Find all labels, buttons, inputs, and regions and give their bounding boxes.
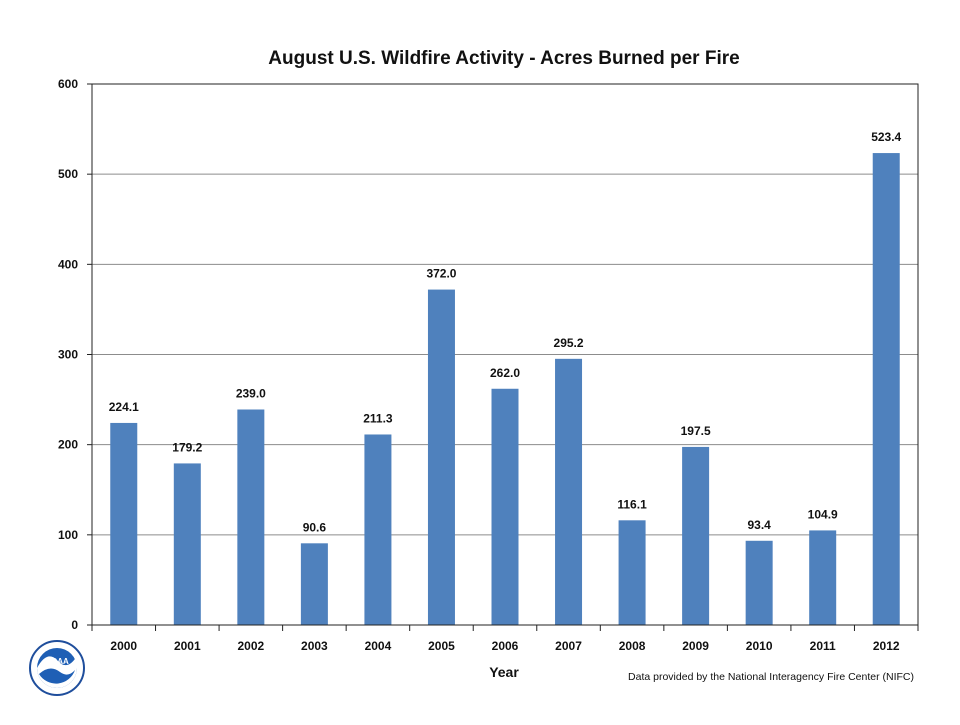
plot-area-border [91,83,919,626]
y-tick-label: 0 [71,618,78,632]
bar-2007 [555,358,583,625]
x-tick-label: 2002 [237,639,264,653]
chart-title: August U.S. Wildfire Activity - Acres Bu… [268,48,739,69]
data-source-credit: Data provided by the National Interagenc… [628,671,914,683]
bar-2012 [872,153,900,625]
y-tick-label: 200 [58,438,78,452]
y-tick-label: 100 [58,528,78,542]
x-tick-label: 2006 [492,639,519,653]
bar-2005 [427,289,455,625]
x-tick-label: 2009 [682,639,709,653]
data-label-2001: 179.2 [172,440,202,454]
x-tick-label: 2000 [110,639,137,653]
data-label-2002: 239.0 [236,387,266,401]
y-tick-label: 600 [58,77,78,91]
bar-2003 [300,543,328,625]
bar-2011 [809,530,837,625]
bar-2002 [237,409,265,625]
data-label-2003: 90.6 [303,520,327,534]
noaa-logo-icon: NOAA [29,640,85,696]
data-label-2011: 104.9 [808,507,838,521]
logo-text: NOAA [45,657,69,666]
axes: 0 100 200 300 400 500 600 2000 2001 2002 2003 2004 2… [58,77,919,653]
bar-2006 [491,388,519,625]
x-axis-label: Year [489,664,519,680]
data-label-2012: 523.4 [871,130,901,144]
y-tick-label: 300 [58,348,78,362]
data-label-2004: 211.3 [363,411,393,425]
x-tick-label: 2008 [619,639,646,653]
data-label-2000: 224.1 [109,400,139,414]
data-label-2008: 116.1 [617,497,647,511]
y-tick-label: 500 [58,167,78,181]
x-tick-label: 2011 [810,639,836,653]
data-labels: 224.1 179.2 239.0 90.6 211.3 372.0 262.0 295.2 1… [109,130,902,534]
bar-2000 [110,422,138,625]
data-label-2007: 295.2 [554,336,584,350]
data-label-2006: 262.0 [490,366,520,380]
bar-2008 [618,520,646,625]
x-tick-label: 2005 [428,639,455,653]
data-label-2009: 197.5 [681,424,711,438]
x-tick-label: 2003 [301,639,328,653]
bars [110,153,900,625]
bar-2001 [173,463,201,625]
x-tick-label: 2001 [174,639,201,653]
y-tick-label: 400 [58,257,78,271]
bar-2004 [364,434,392,625]
bar-2010 [745,540,773,625]
x-tick-label: 2012 [873,639,900,653]
bar-2009 [682,446,710,625]
x-tick-label: 2007 [555,639,582,653]
x-tick-label: 2004 [365,639,392,653]
data-label-2005: 372.0 [426,267,456,281]
x-tick-label: 2010 [746,639,773,653]
data-label-2010: 93.4 [747,518,771,532]
